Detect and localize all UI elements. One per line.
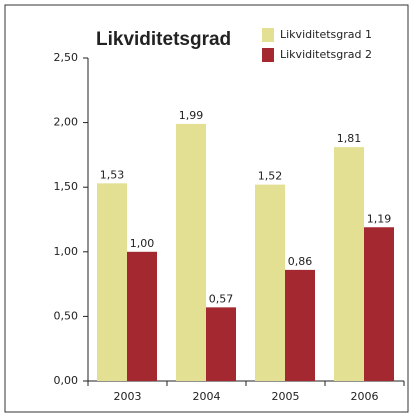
bar [97, 183, 127, 381]
bar [285, 269, 315, 381]
legend-label: Likviditetsgrad 1 [280, 28, 372, 41]
legend-swatch [262, 48, 274, 62]
bar [176, 123, 206, 381]
x-tick-label: 2004 [193, 390, 221, 403]
y-tick-label: 1,00 [54, 245, 79, 258]
data-label: 1,00 [130, 237, 155, 250]
y-tick-label: 2,00 [54, 116, 79, 129]
bar [255, 184, 285, 381]
data-label: 0,86 [288, 255, 313, 268]
y-tick-label: 2,50 [54, 51, 79, 64]
x-tick-label: 2005 [272, 390, 300, 403]
x-tick-label: 2006 [351, 390, 379, 403]
y-tick-label: 0,00 [54, 374, 79, 387]
data-label: 1,99 [179, 109, 204, 122]
chart-title: Likviditetsgrad [96, 29, 231, 50]
data-label: 1,52 [258, 170, 283, 183]
bar [206, 307, 236, 381]
y-tick-label: 0,50 [54, 309, 79, 322]
bar [364, 227, 394, 381]
data-label: 1,19 [367, 212, 392, 225]
x-tick-label: 2003 [114, 390, 142, 403]
legend-label: Likviditetsgrad 2 [280, 48, 372, 61]
bar [127, 251, 157, 381]
y-tick-label: 1,50 [54, 180, 79, 193]
data-label: 1,53 [100, 168, 125, 181]
data-label: 1,81 [337, 132, 362, 145]
data-label: 0,57 [209, 292, 234, 305]
bar [334, 147, 364, 381]
legend-swatch [262, 28, 274, 42]
